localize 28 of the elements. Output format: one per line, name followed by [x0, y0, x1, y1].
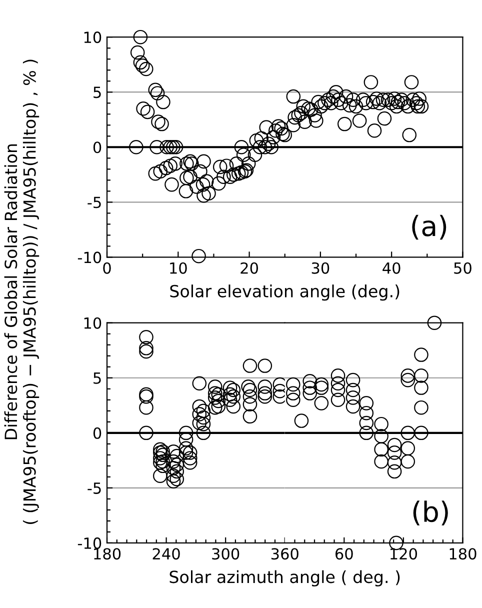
y-axis-title: Difference of Global Solar Radiation ( (JMA95(rooftop) − JMA95(hilltop)) / JMA95(hilltop) , % ): [4, 60, 40, 524]
x-tick-label: 30: [312, 262, 330, 274]
x-tick-label: 20: [240, 262, 258, 274]
x-tick-label: 40: [382, 262, 400, 274]
x-axis-title: Solar elevation angle (deg.): [170, 284, 400, 301]
x-tick-label: 0: [103, 262, 111, 274]
x-tick-label: 300: [212, 548, 240, 560]
y-tick-label: 0: [93, 427, 102, 439]
x-tick-label: 180: [94, 548, 121, 560]
annotation: (a): [412, 214, 446, 240]
y-tick-label: 0: [93, 142, 102, 154]
y-tick-label: -5: [88, 482, 101, 494]
y-tick-label: 10: [84, 32, 102, 44]
y-tick-label: 10: [84, 317, 102, 329]
x-tick-label: 240: [152, 548, 180, 560]
annotation: (b): [413, 500, 448, 526]
x-axis-title: Solar azimuth angle ( deg. ): [170, 570, 400, 586]
x-tick-label: 120: [390, 548, 417, 560]
x-tick-label: 50: [454, 262, 472, 274]
y-tick-label: 5: [94, 86, 101, 98]
y-tick-label: -10: [78, 537, 102, 549]
y-tick-label: -5: [88, 196, 101, 208]
y-tick-label: -10: [78, 252, 102, 264]
x-tick-label: 360: [271, 548, 298, 560]
x-tick-label: 10: [170, 262, 187, 274]
x-tick-label: 60: [335, 548, 353, 560]
y-tick-label: 5: [94, 372, 101, 384]
x-tick-label: 180: [450, 548, 476, 560]
